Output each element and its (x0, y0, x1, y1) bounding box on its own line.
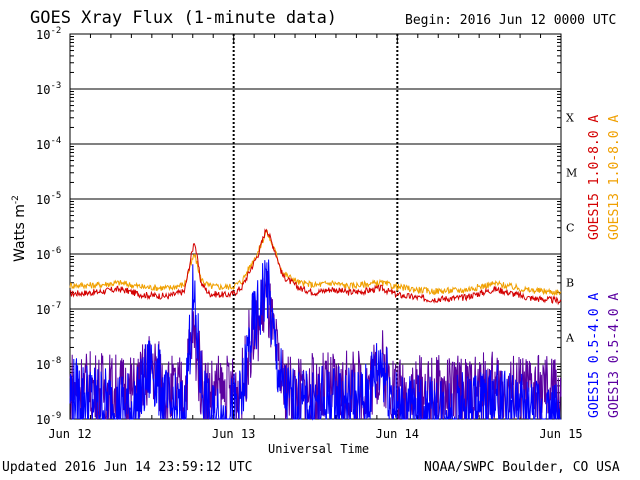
x-tick-label: Jun 14 (376, 427, 419, 441)
y-tick-label: 10-2 (36, 26, 61, 42)
x-tick-label: Jun 15 (539, 427, 582, 441)
credit-line: NOAA/SWPC Boulder, CO USA (424, 460, 620, 475)
legend: GOES15 1.0-8.0 A GOES13 1.0-8.0 A GOES15 0… (587, 115, 622, 418)
series-line (69, 229, 562, 297)
y-tick-labels: 10-9 10-8 10-7 10-6 10-5 10-4 10-3 10-2 (36, 26, 61, 427)
flare-class-label: C (566, 222, 574, 235)
flare-class-label: A (565, 332, 575, 345)
series-line (69, 259, 561, 421)
legend-entry: GOES13 0.5-4.0 A (607, 293, 622, 418)
y-tick-label: 10-6 (36, 246, 61, 262)
flare-class-labels: A B C M X (565, 112, 577, 345)
updated-timestamp: Updated 2016 Jun 14 23:59:12 UTC (2, 460, 253, 475)
y-tick-label: 10-3 (36, 81, 61, 97)
begin-time: Begin: 2016 Jun 12 0000 UTC (405, 13, 617, 28)
flare-class-label: M (566, 167, 577, 180)
x-tick-label: Jun 12 (48, 427, 91, 441)
legend-entry: GOES15 1.0-8.0 A (587, 115, 602, 240)
y-tick-label: 10-8 (36, 356, 61, 372)
legend-entry: GOES13 1.0-8.0 A (607, 115, 622, 240)
y-tick-label: 10-4 (36, 136, 61, 152)
legend-entry: GOES15 0.5-4.0 A (587, 293, 602, 418)
x-tick-labels: Jun 12 Jun 13 Jun 14 Jun 15 (48, 427, 582, 441)
series-line (69, 228, 562, 306)
y-axis-label: Watts m-2 (11, 195, 28, 262)
series-layer (69, 228, 562, 421)
flare-class-label: X (566, 112, 574, 125)
y-tick-label: 10-5 (36, 191, 61, 207)
x-axis-label: Universal Time (268, 442, 370, 456)
y-tick-label: 10-7 (36, 301, 61, 317)
flare-class-label: B (566, 277, 574, 290)
y-tick-label: 10-9 (36, 411, 61, 427)
chart-title: GOES Xray Flux (1-minute data) (30, 8, 338, 28)
x-tick-label: Jun 13 (212, 427, 255, 441)
